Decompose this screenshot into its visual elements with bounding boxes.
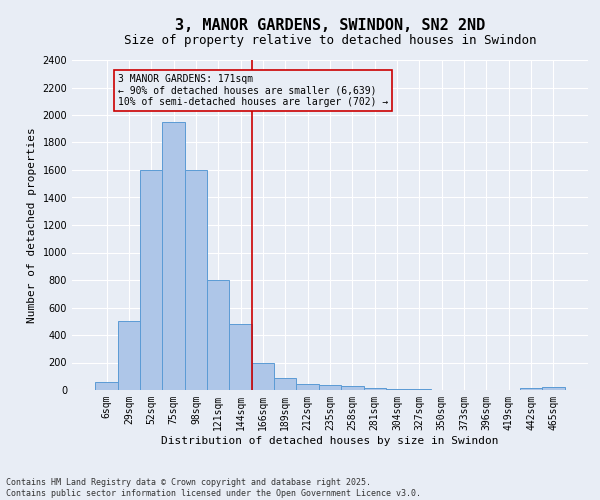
Bar xyxy=(185,170,207,390)
Bar xyxy=(520,388,542,390)
Bar xyxy=(296,384,319,390)
Text: 3, MANOR GARDENS, SWINDON, SN2 2ND: 3, MANOR GARDENS, SWINDON, SN2 2ND xyxy=(175,18,485,32)
X-axis label: Distribution of detached houses by size in Swindon: Distribution of detached houses by size … xyxy=(161,436,499,446)
Bar xyxy=(118,322,140,390)
Bar xyxy=(140,170,163,390)
Bar xyxy=(386,388,408,390)
Bar xyxy=(229,324,252,390)
Bar xyxy=(542,386,565,390)
Text: 3 MANOR GARDENS: 171sqm
← 90% of detached houses are smaller (6,639)
10% of semi: 3 MANOR GARDENS: 171sqm ← 90% of detache… xyxy=(118,74,388,107)
Bar xyxy=(252,362,274,390)
Bar xyxy=(341,386,364,390)
Text: Size of property relative to detached houses in Swindon: Size of property relative to detached ho… xyxy=(124,34,536,47)
Bar xyxy=(95,382,118,390)
Bar xyxy=(364,388,386,390)
Text: Contains HM Land Registry data © Crown copyright and database right 2025.
Contai: Contains HM Land Registry data © Crown c… xyxy=(6,478,421,498)
Bar xyxy=(319,385,341,390)
Bar xyxy=(163,122,185,390)
Bar xyxy=(274,378,296,390)
Bar xyxy=(207,280,229,390)
Y-axis label: Number of detached properties: Number of detached properties xyxy=(27,127,37,323)
